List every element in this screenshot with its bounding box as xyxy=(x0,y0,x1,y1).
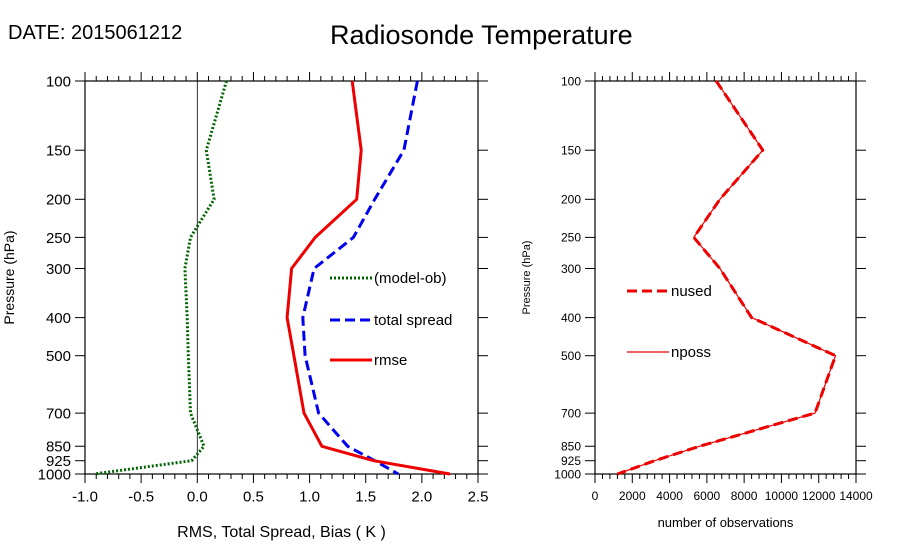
y-axis-label: Pressure (hPa) xyxy=(521,241,533,315)
y-tick-label: 850 xyxy=(561,440,581,454)
y-tick-label: 500 xyxy=(561,349,581,363)
y-tick-label: 700 xyxy=(561,406,581,420)
series-line-totalspread xyxy=(301,80,419,476)
y-tick-label: 1000 xyxy=(38,466,71,483)
x-tick-label: 8000 xyxy=(731,489,758,503)
y-tick-label: 400 xyxy=(561,311,581,325)
plot-frame xyxy=(594,80,857,475)
legend-label: total spread xyxy=(374,312,452,329)
x-tick-label: 2.0 xyxy=(411,489,432,506)
chart-title: Radiosonde Temperature xyxy=(330,20,633,50)
x-tick-label: -0.5 xyxy=(128,489,154,506)
y-tick-label: 1000 xyxy=(554,467,581,481)
legend-label: (model-ob) xyxy=(374,270,447,287)
y-tick-label: 250 xyxy=(561,231,581,245)
y-tick-label: 100 xyxy=(561,74,581,88)
y-tick-label: 200 xyxy=(46,192,71,209)
legend-label: nused xyxy=(671,283,712,300)
x-axis-label: RMS, Total Spread, Bias ( K ) xyxy=(177,524,386,541)
y-tick-label: 925 xyxy=(46,453,71,470)
x-axis-label: number of observations xyxy=(658,515,794,530)
x-tick-label: -1.0 xyxy=(72,489,98,506)
series-line-modelob xyxy=(93,80,228,476)
x-tick-label: 0 xyxy=(592,489,599,503)
x-tick-label: 0.5 xyxy=(243,489,264,506)
y-tick-label: 300 xyxy=(561,262,581,276)
y-tick-label: 400 xyxy=(46,310,71,327)
y-tick-label: 700 xyxy=(46,406,71,423)
series-line-nused xyxy=(616,80,837,476)
legend-label: nposs xyxy=(671,344,711,361)
y-tick-label: 100 xyxy=(46,73,71,90)
y-axis-label: Pressure (hPa) xyxy=(1,230,17,324)
x-tick-label: 1.0 xyxy=(299,489,320,506)
y-tick-label: 925 xyxy=(561,454,581,468)
x-tick-label: 6000 xyxy=(694,489,721,503)
series-line-nposs xyxy=(617,80,837,475)
x-tick-label: 0.0 xyxy=(187,489,208,506)
x-tick-label: 4000 xyxy=(656,489,683,503)
legend-label: rmse xyxy=(374,352,407,369)
series-line-rmse xyxy=(285,80,451,476)
y-tick-label: 500 xyxy=(46,348,71,365)
x-tick-label: 14000 xyxy=(839,489,873,503)
y-tick-label: 150 xyxy=(561,144,581,158)
x-tick-label: 1.5 xyxy=(355,489,376,506)
y-tick-label: 200 xyxy=(561,193,581,207)
y-tick-label: 300 xyxy=(46,261,71,278)
plot-frame xyxy=(84,80,479,475)
x-tick-label: 10000 xyxy=(765,489,799,503)
y-tick-label: 150 xyxy=(46,143,71,160)
y-tick-label: 850 xyxy=(46,439,71,456)
x-tick-label: 12000 xyxy=(802,489,836,503)
x-tick-label: 2.5 xyxy=(468,489,489,506)
y-tick-label: 250 xyxy=(46,230,71,247)
x-tick-label: 2000 xyxy=(619,489,646,503)
date-label: DATE: 2015061212 xyxy=(8,22,183,44)
